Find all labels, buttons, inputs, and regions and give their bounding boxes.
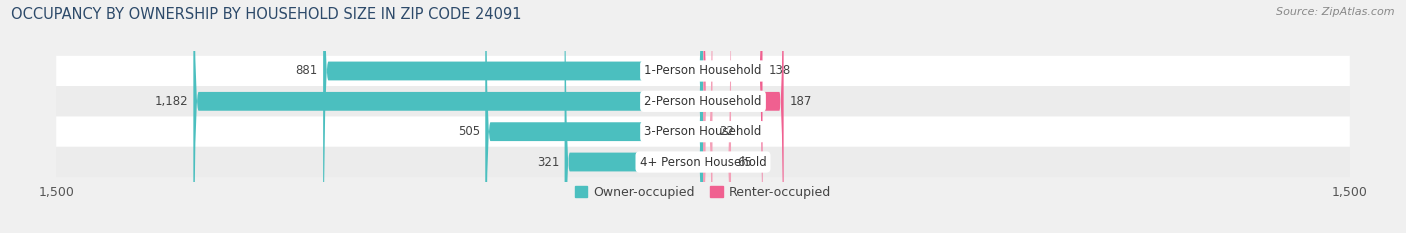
Text: OCCUPANCY BY OWNERSHIP BY HOUSEHOLD SIZE IN ZIP CODE 24091: OCCUPANCY BY OWNERSHIP BY HOUSEHOLD SIZE… — [11, 7, 522, 22]
FancyBboxPatch shape — [703, 0, 762, 233]
Text: 138: 138 — [769, 65, 792, 78]
Text: 3-Person Household: 3-Person Household — [644, 125, 762, 138]
Text: 65: 65 — [738, 155, 752, 168]
FancyBboxPatch shape — [703, 0, 783, 233]
FancyBboxPatch shape — [56, 86, 1350, 116]
Text: 505: 505 — [458, 125, 479, 138]
Legend: Owner-occupied, Renter-occupied: Owner-occupied, Renter-occupied — [575, 186, 831, 199]
Text: 881: 881 — [295, 65, 318, 78]
FancyBboxPatch shape — [703, 0, 731, 233]
Text: 321: 321 — [537, 155, 560, 168]
Text: 187: 187 — [790, 95, 813, 108]
Text: 4+ Person Household: 4+ Person Household — [640, 155, 766, 168]
FancyBboxPatch shape — [485, 0, 703, 233]
Text: Source: ZipAtlas.com: Source: ZipAtlas.com — [1277, 7, 1395, 17]
Text: 2-Person Household: 2-Person Household — [644, 95, 762, 108]
FancyBboxPatch shape — [703, 0, 713, 233]
FancyBboxPatch shape — [56, 116, 1350, 147]
FancyBboxPatch shape — [323, 0, 703, 233]
FancyBboxPatch shape — [56, 56, 1350, 86]
FancyBboxPatch shape — [56, 147, 1350, 177]
Text: 1-Person Household: 1-Person Household — [644, 65, 762, 78]
FancyBboxPatch shape — [194, 0, 703, 233]
Text: 22: 22 — [718, 125, 734, 138]
FancyBboxPatch shape — [565, 0, 703, 233]
Text: 1,182: 1,182 — [155, 95, 188, 108]
